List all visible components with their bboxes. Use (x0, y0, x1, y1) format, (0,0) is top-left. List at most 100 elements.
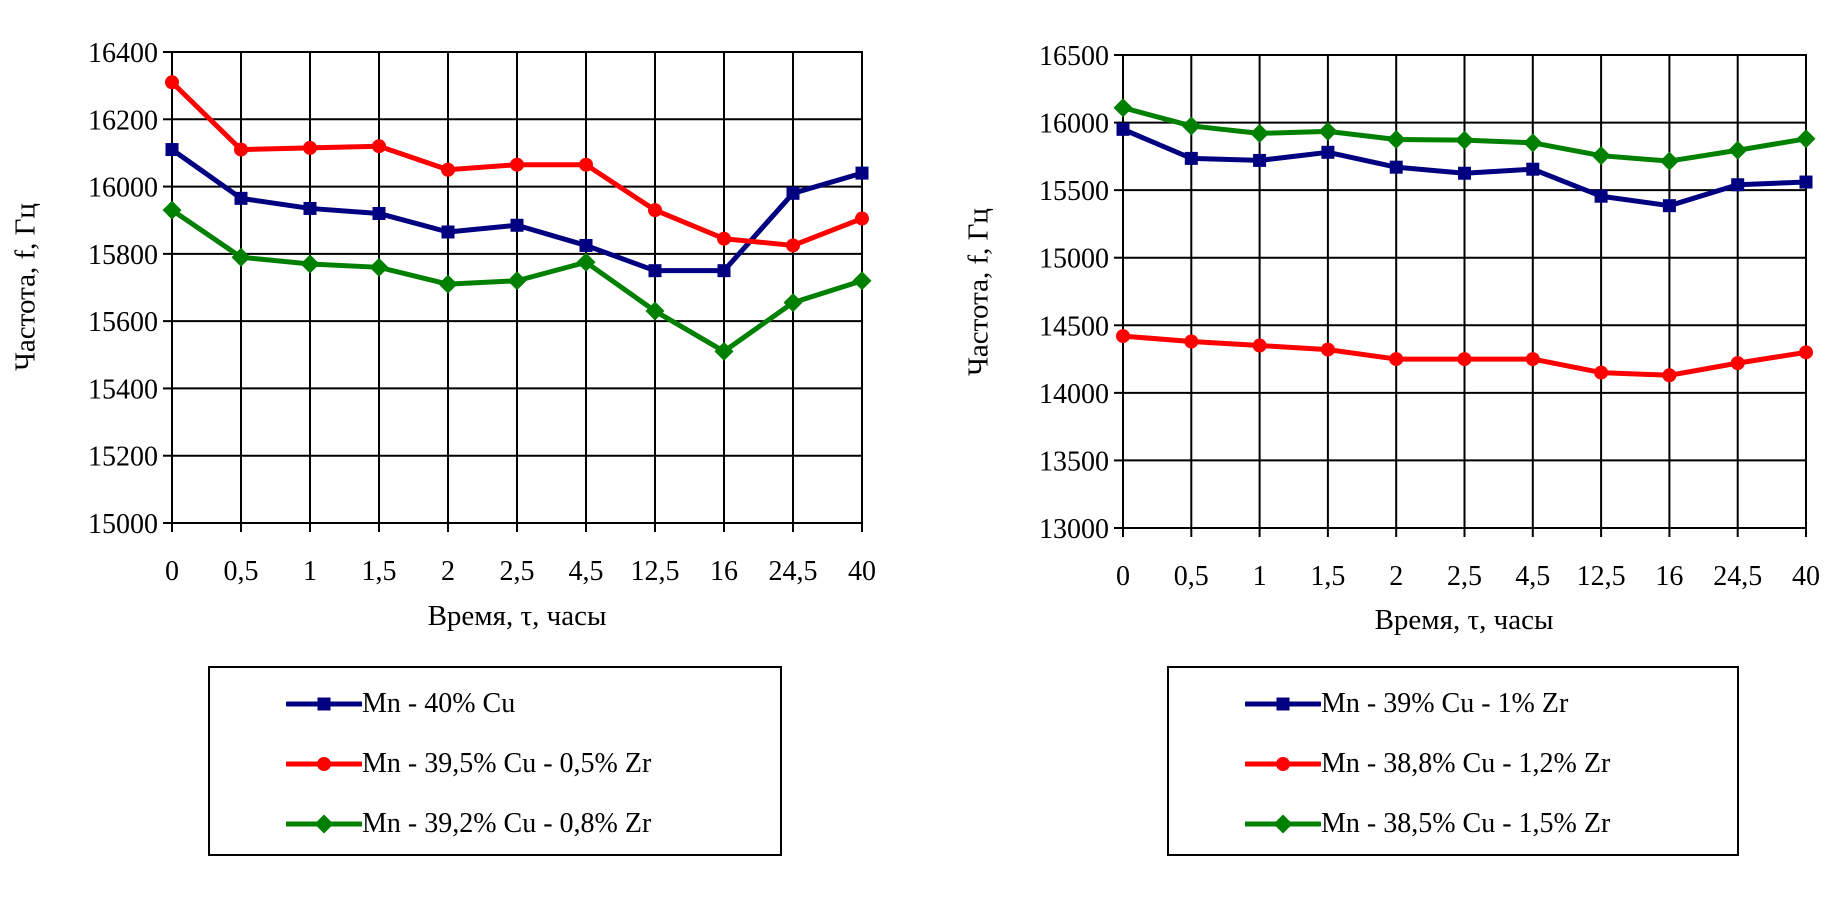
data-point-marker (717, 264, 731, 278)
data-point-marker (855, 211, 869, 226)
data-point-marker (1730, 356, 1745, 371)
data-point-marker (303, 140, 317, 155)
left-chart-grid (163, 51, 863, 532)
legend-red-circle-marker-icon (286, 757, 362, 771)
data-point-marker (1455, 130, 1474, 150)
legend-series-label: Mn - 39% Cu - 1% Zr (1321, 688, 1569, 719)
legend-series-label: Mn - 38,5% Cu - 1,5% Zr (1321, 808, 1611, 839)
data-point-marker (648, 264, 662, 278)
x-tick-label: 40 (1792, 561, 1820, 592)
y-tick-label: 15600 (88, 307, 158, 338)
data-point-marker (234, 191, 248, 205)
data-point-marker (645, 301, 665, 321)
legend-marker (317, 697, 331, 711)
y-tick-label: 16200 (88, 105, 158, 136)
data-point-marker (165, 143, 179, 157)
data-point-marker (714, 341, 734, 361)
y-tick-label: 15400 (88, 374, 158, 405)
data-point-marker (1116, 122, 1130, 136)
data-point-marker (438, 274, 458, 294)
data-point-marker (1799, 345, 1813, 360)
data-point-marker (1458, 166, 1471, 180)
y-tick-label: 15000 (88, 509, 158, 540)
data-point-marker (1591, 146, 1611, 166)
data-point-marker (1728, 140, 1748, 160)
data-point-marker (372, 206, 386, 220)
data-point-marker (1386, 129, 1406, 149)
y-tick-label: 16000 (88, 173, 158, 204)
legend-item: Mn - 40% Cu (210, 674, 780, 734)
y-tick-label: 13000 (1039, 514, 1109, 545)
y-tick-label: 16000 (1039, 109, 1109, 140)
left-chart: 1640016200160001580015600154001520015000… (88, 38, 876, 587)
data-point-marker (510, 157, 524, 172)
data-point-marker (231, 247, 251, 267)
plot-border (1122, 54, 1807, 529)
left-y-axis-title: Частота, f, Гц (9, 203, 42, 371)
data-point-marker (1796, 129, 1816, 149)
x-tick-label: 2,5 (500, 556, 535, 587)
data-point-marker (441, 225, 455, 239)
x-tick-label: 24,5 (1713, 561, 1762, 592)
x-tick-label: 12,5 (631, 556, 680, 587)
data-point-marker (786, 186, 800, 200)
legend-series-label: Mn - 39,2% Cu - 0,8% Zr (362, 808, 652, 839)
left-x-axis-title: Время, τ, часы (427, 600, 607, 632)
y-tick-label: 15200 (88, 442, 158, 473)
data-point-marker (1318, 121, 1338, 141)
legend-series-label: Mn - 40% Cu (362, 688, 516, 719)
legend-item: Mn - 38,5% Cu - 1,5% Zr (1169, 794, 1737, 854)
x-tick-label: 0 (165, 556, 179, 587)
right-chart-series-1 (1116, 329, 1813, 383)
data-point-marker (717, 231, 731, 246)
y-tick-label: 15500 (1039, 176, 1109, 207)
data-point-marker (1731, 178, 1745, 192)
x-tick-label: 12,5 (1577, 561, 1626, 592)
data-point-marker (1799, 175, 1813, 189)
data-point-marker (303, 201, 317, 215)
data-point-marker (579, 238, 593, 252)
data-point-marker (1525, 352, 1540, 367)
x-tick-label: 24,5 (769, 556, 818, 587)
data-point-marker (579, 157, 593, 172)
data-point-marker (1250, 123, 1270, 143)
legend-series-label: Mn - 38,8% Cu - 1,2% Zr (1321, 748, 1611, 779)
x-tick-label: 1,5 (362, 556, 397, 587)
data-point-marker (576, 252, 596, 272)
data-point-marker (1659, 151, 1679, 171)
legend-item: Mn - 39,2% Cu - 0,8% Zr (210, 794, 780, 854)
data-point-marker (1321, 145, 1335, 159)
data-point-marker (1523, 133, 1543, 153)
right-y-axis-title: Частота, f, Гц (962, 208, 995, 376)
y-tick-label: 15800 (88, 240, 158, 271)
y-tick-label: 13500 (1039, 446, 1109, 477)
left-chart-series-0 (165, 143, 869, 278)
legend-marker (1276, 757, 1290, 771)
x-tick-label: 2 (1389, 561, 1403, 592)
y-tick-label: 14000 (1039, 379, 1109, 410)
data-point-marker (1457, 352, 1472, 367)
y-tick-label: 16500 (1039, 41, 1109, 72)
right-chart-legend: Mn - 39% Cu - 1% Zr Mn - 38,8% Cu - 1,2%… (1167, 666, 1739, 856)
data-point-marker (510, 218, 524, 232)
data-point-marker (648, 203, 662, 218)
left-chart-legend: Mn - 40% Cu Mn - 39,5% Cu - 0,5% Zr Mn -… (208, 666, 782, 856)
right-chart-series-0 (1116, 122, 1813, 213)
data-point-marker (234, 142, 248, 157)
x-tick-label: 16 (1655, 561, 1683, 592)
data-point-marker (1662, 199, 1676, 213)
y-tick-label: 15000 (1039, 244, 1109, 275)
left-chart-series-2 (162, 200, 872, 361)
data-point-marker (855, 166, 869, 180)
data-point-marker (1389, 160, 1403, 174)
data-point-marker (786, 238, 800, 253)
x-tick-label: 1 (1253, 561, 1267, 592)
data-point-marker (369, 257, 389, 277)
right-chart-series-2 (1113, 98, 1816, 171)
x-tick-label: 4,5 (569, 556, 604, 587)
legend-series-label: Mn - 39,5% Cu - 0,5% Zr (362, 748, 652, 779)
data-point-marker (1594, 365, 1609, 380)
x-tick-label: 0,5 (1174, 561, 1209, 592)
data-point-marker (507, 271, 527, 291)
